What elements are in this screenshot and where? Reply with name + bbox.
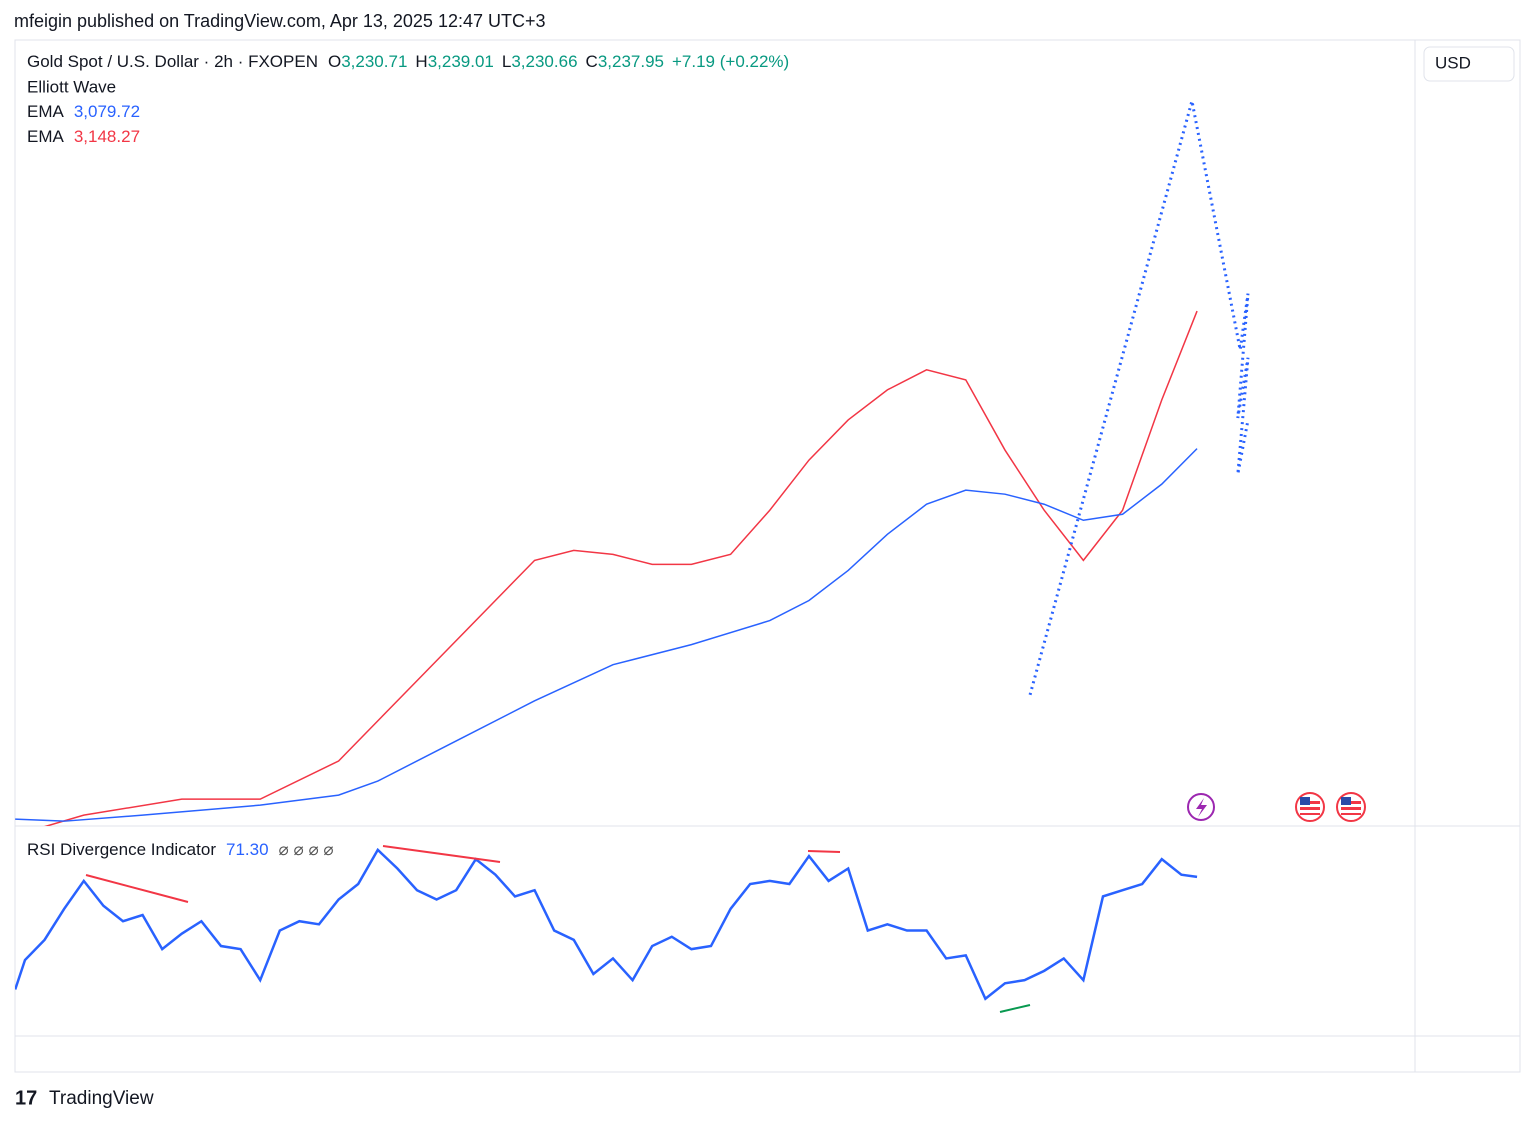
ema-legend: EMA 3,148.27 bbox=[27, 127, 140, 146]
logo-mark: 17 bbox=[15, 1087, 37, 1109]
divergence-line bbox=[999, 1004, 1031, 1013]
ohlc: 3,230.66 bbox=[511, 52, 577, 71]
ohlc-label: H bbox=[415, 52, 427, 71]
lightning-icon bbox=[1187, 793, 1215, 821]
icons: ⌀ ⌀ ⌀ ⌀ bbox=[279, 840, 334, 859]
currency[interactable]: USD bbox=[1435, 53, 1471, 72]
change: +7.19 (+0.22%) bbox=[672, 52, 789, 71]
ohlc: 3,239.01 bbox=[428, 52, 494, 71]
symbol: Gold Spot / U.S. Dollar · 2h · FXOPEN bbox=[27, 52, 318, 71]
ema-label: EMA bbox=[27, 102, 65, 121]
ohlc-label: C bbox=[586, 52, 598, 71]
ema-value: 3,148.27 bbox=[74, 127, 140, 146]
ohlc-label: L bbox=[502, 52, 511, 71]
ohlc-label: O bbox=[328, 52, 341, 71]
legend: Gold Spot / U.S. Dollar · 2h · FXOPEN O3,… bbox=[27, 52, 789, 71]
ema-value: 3,079.72 bbox=[74, 102, 140, 121]
ohlc: 3,237.95 bbox=[598, 52, 664, 71]
divergence-lines bbox=[85, 845, 841, 903]
us-flag-icon bbox=[1336, 792, 1366, 822]
ema-legend: EMA 3,079.72 bbox=[27, 102, 140, 121]
publisher: mfeigin published on TradingView.com, Ap… bbox=[14, 11, 546, 31]
rsi-legend: RSI Divergence Indicator 71.30 ⌀ ⌀ ⌀ ⌀ bbox=[27, 840, 334, 859]
indicator: Elliott Wave bbox=[27, 77, 116, 96]
currency-box[interactable] bbox=[1423, 46, 1515, 82]
ohlc: 3,230.71 bbox=[341, 52, 407, 71]
rsi-value: 71.30 bbox=[226, 840, 269, 859]
rsi-title: RSI Divergence Indicator bbox=[27, 840, 216, 859]
ema-line bbox=[44, 310, 1198, 826]
ema-line bbox=[15, 448, 1198, 822]
rsi-line bbox=[15, 847, 1198, 1001]
projection-line bbox=[1028, 100, 1250, 696]
footer: TradingView bbox=[49, 1088, 154, 1109]
frame bbox=[14, 39, 1521, 1073]
ema-label: EMA bbox=[27, 127, 65, 146]
us-flag-icon bbox=[1295, 792, 1325, 822]
